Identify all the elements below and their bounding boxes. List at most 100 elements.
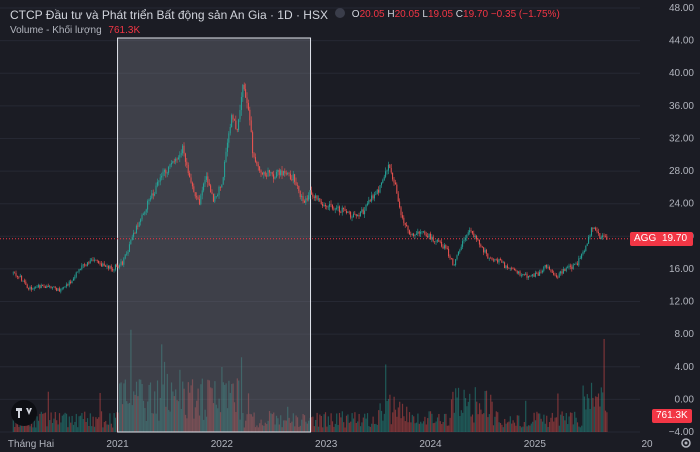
volume-bar [86, 418, 89, 432]
volume-bar [127, 403, 129, 432]
candle-body [75, 272, 77, 277]
candle-body [603, 235, 605, 237]
volume-bar [236, 378, 238, 432]
candle-body [449, 256, 451, 259]
candle-body [85, 265, 87, 267]
volume-bar [464, 398, 467, 432]
volume-bar [266, 424, 268, 432]
candle-body [200, 195, 202, 205]
volume-bar [572, 424, 574, 432]
volume-bar [484, 391, 486, 432]
candle-body [130, 240, 132, 245]
candle-body [56, 288, 58, 291]
volume-bar [442, 421, 444, 432]
candle-body [72, 278, 74, 281]
ohlc-value-o: 20.05 [359, 9, 385, 20]
candle-body [455, 259, 457, 265]
volume-bar [411, 414, 413, 432]
candle-body [366, 203, 368, 205]
volume-bar [322, 427, 324, 432]
volume-bar [418, 423, 420, 432]
candle-body [350, 212, 352, 218]
candle-body [534, 272, 536, 277]
volume-bar [408, 412, 411, 432]
candle-body [103, 263, 105, 266]
time-axis: Tháng Hai 2021 2022 2023 2024 2025 20 [8, 439, 653, 450]
tradingview-logo-icon[interactable] [11, 400, 37, 426]
price-tick-label: 4.00 [675, 362, 695, 373]
candle-body [277, 169, 279, 172]
volume-bar [410, 422, 412, 432]
volume-bar [254, 427, 257, 432]
candle-body [383, 176, 385, 181]
selected-range-highlight[interactable] [117, 37, 312, 433]
volume-bar [214, 381, 216, 432]
candle-body [369, 200, 371, 202]
volume-bar [373, 424, 376, 432]
candle-body [280, 170, 282, 175]
candle-body [194, 192, 196, 197]
candle-body [226, 142, 228, 152]
volume-bar [449, 417, 451, 432]
volume-bar [498, 422, 500, 432]
volume-bar [85, 421, 87, 432]
candle-body [275, 171, 277, 178]
candle-body [294, 174, 296, 182]
volume-bar [261, 425, 264, 432]
candle-body [166, 172, 168, 174]
candle-body [322, 203, 324, 206]
volume-bar [256, 425, 258, 432]
volume-bar [142, 400, 145, 432]
candle-body [54, 286, 56, 289]
candle-body [46, 285, 48, 288]
volume-bar [44, 412, 47, 432]
volume-label: Volume - Khối lượng [10, 25, 102, 36]
candle-body [438, 240, 440, 242]
candle-body [135, 225, 137, 234]
volume-bar [334, 423, 336, 432]
candle-body [137, 225, 139, 227]
volume-bar [371, 423, 373, 432]
candle-body [593, 227, 595, 229]
candle-body [245, 89, 247, 98]
candle-body [151, 193, 153, 199]
gear-icon[interactable] [680, 437, 692, 449]
candle-body [82, 264, 84, 266]
candle-body [100, 263, 102, 267]
price-tick-label: −4.00 [669, 427, 695, 438]
candle-body [127, 251, 129, 254]
volume-bar [428, 411, 430, 432]
candle-body [21, 275, 23, 281]
volume-bar [438, 413, 440, 432]
candle-body [386, 170, 388, 172]
volume-bar [75, 413, 77, 432]
candle-body [210, 185, 212, 193]
volume-bar [211, 388, 213, 432]
volume-bar [602, 392, 604, 432]
candle-body [92, 259, 94, 261]
candle-body [106, 265, 108, 267]
candle-body [71, 280, 73, 284]
candle-body [70, 281, 72, 284]
time-tick-label: 2025 [524, 439, 547, 450]
candle-body [215, 196, 217, 197]
candle-body [582, 251, 584, 255]
volume-bar [348, 422, 350, 432]
candle-body [172, 161, 174, 164]
candle-body [91, 259, 93, 261]
volume-bar [576, 422, 579, 432]
volume-bar [501, 424, 503, 432]
volume-bar [240, 357, 243, 432]
candle-body [256, 161, 258, 165]
volume-bar [56, 420, 58, 432]
candle-body [501, 260, 503, 263]
candle-body [362, 209, 364, 215]
candle-body [156, 181, 158, 186]
volume-bar [303, 415, 306, 432]
candle-body [471, 231, 473, 234]
candle-body [81, 265, 83, 270]
candle-body [484, 249, 486, 253]
volume-bar [401, 403, 404, 432]
volume-bar [445, 413, 447, 432]
